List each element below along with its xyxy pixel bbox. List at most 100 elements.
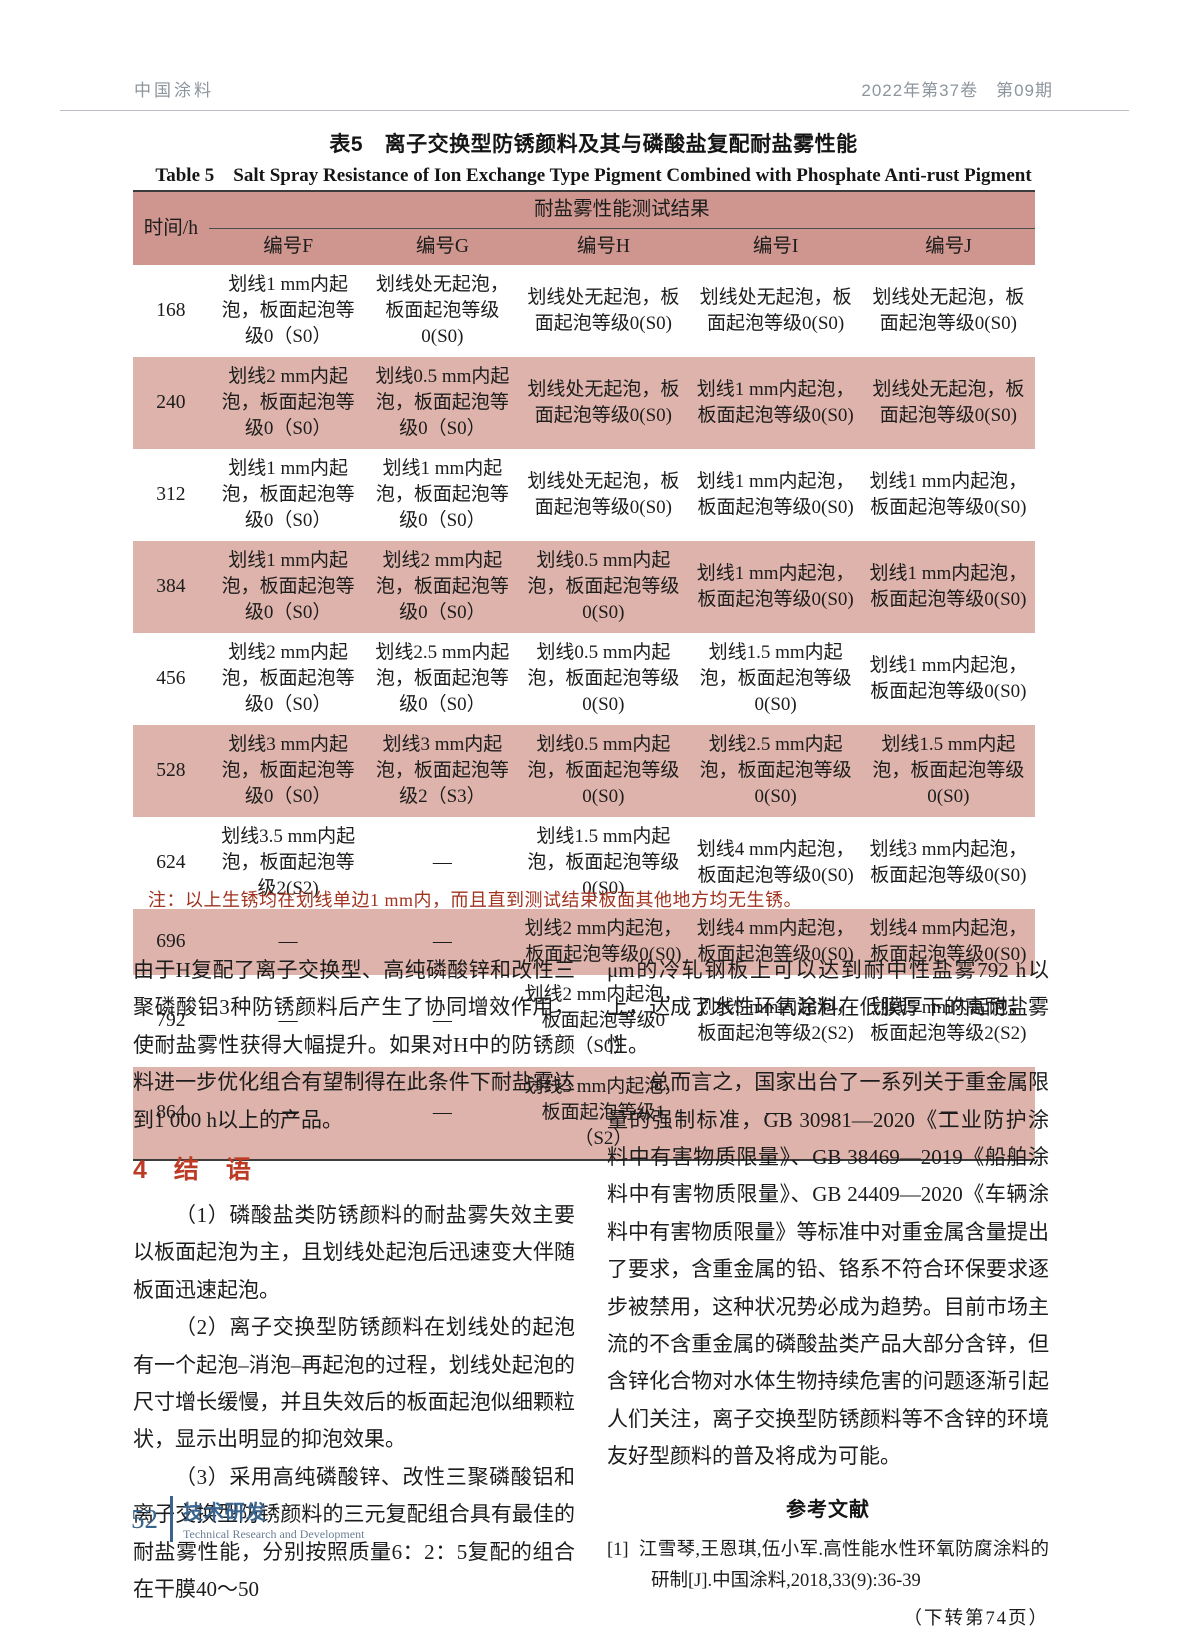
page-number: 52 bbox=[131, 1503, 158, 1534]
column-header-H: 编号H bbox=[517, 228, 690, 265]
paragraph: （2）离子交换型防锈颜料在划线处的起泡有一个起泡–消泡–再起泡的过程，划线处起泡… bbox=[133, 1315, 575, 1452]
result-cell: 划线2 mm内起泡，板面起泡等级0（S0） bbox=[208, 357, 368, 449]
result-cell: 划线4 mm内起泡，板面起泡等级0(S0) bbox=[689, 909, 862, 975]
time-cell: 168 bbox=[133, 265, 209, 357]
result-cell: 划线1 mm内起泡，板面起泡等级0（S0） bbox=[367, 449, 518, 541]
result-cell: 划线处无起泡，板面起泡等级0(S0) bbox=[861, 357, 1035, 449]
result-cell: 划线处无起泡，板面起泡等级0(S0) bbox=[517, 357, 690, 449]
result-cell: 划线2 mm内起泡，板面起泡等级0(S0) bbox=[517, 909, 690, 975]
salt-spray-table-body: 168 划线1 mm内起泡，板面起泡等级0（S0） 划线处无起泡，板面起泡等级0(S… bbox=[133, 265, 1035, 1160]
column-header-I: 编号I bbox=[689, 228, 862, 265]
table-row: 240 划线2 mm内起泡，板面起泡等级0（S0） 划线0.5 mm内起泡，板面起泡… bbox=[133, 357, 1035, 449]
footer-section: 技术研发 Technical Research and Development bbox=[173, 1496, 364, 1542]
reference-item: [1] 江雪琴,王恩琪,伍小军.高性能水性环氧防腐涂料的研制[J].中国涂料,20… bbox=[607, 1535, 1049, 1597]
time-cell: 864 bbox=[133, 1067, 209, 1160]
reference-marker: [1] bbox=[607, 1540, 629, 1561]
footer-section-zh: 技术研发 bbox=[183, 1502, 267, 1524]
running-head: 中国涂料 2022年第37卷 第09期 bbox=[60, 76, 1129, 111]
result-cell: — bbox=[208, 975, 368, 1067]
table-head: 时间/h 耐盐雾性能测试结果 编号F 编号G 编号H 编号I 编号J bbox=[133, 191, 1035, 265]
column-header-G: 编号G bbox=[367, 228, 518, 265]
paragraph: （1）磷酸盐类防锈颜料的耐盐雾失效主要以板面起泡为主，且划线处起泡后迅速变大伴随… bbox=[133, 1203, 575, 1302]
result-cell: 划线3 mm内起泡，板面起泡等级1（S2） bbox=[517, 1067, 690, 1160]
result-cell: 划线处无起泡，板面起泡等级0(S0) bbox=[517, 449, 690, 541]
reference-text: 江雪琴,王恩琪,伍小军.高性能水性环氧防腐涂料的研制[J].中国涂料,2018,… bbox=[638, 1540, 1049, 1592]
salt-spray-table: 时间/h 耐盐雾性能测试结果 编号F 编号G 编号H 编号I 编号J 168 划线… bbox=[133, 190, 1035, 1161]
table-row: 312 划线1 mm内起泡，板面起泡等级0（S0） 划线1 mm内起泡，板面起泡等级… bbox=[133, 449, 1035, 541]
result-cell: 划线5 mm内起泡，板面起泡等级2(S2) bbox=[689, 975, 862, 1067]
paragraph: 总而言之，国家出台了一系列关于重金属限量的强制标准，GB 30981—2020《… bbox=[607, 1070, 1049, 1469]
paragraph: μm的冷轧钢板上可以达到耐中性盐雾792 h以上，达成了水性环氧涂料在低膜厚下的… bbox=[607, 958, 1049, 1057]
journal-name: 中国涂料 bbox=[134, 81, 214, 100]
continued-on-page-note: （下转第74页） bbox=[903, 1609, 1049, 1630]
column-header-J: 编号J bbox=[861, 228, 1035, 265]
salt-spray-table-wrap: 时间/h 耐盐雾性能测试结果 编号F 编号G 编号H 编号I 编号J 168 划线… bbox=[133, 190, 1035, 1161]
result-cell: 划线3 mm内起泡，板面起泡等级0（S0） bbox=[208, 725, 368, 817]
result-cell: 划线4 mm内起泡，板面起泡等级0(S0) bbox=[689, 817, 862, 909]
result-cell: 划线3.5 mm内起泡，板面起泡等级2(S2) bbox=[208, 817, 368, 909]
time-cell: 696 bbox=[133, 909, 209, 975]
time-cell: 528 bbox=[133, 725, 209, 817]
result-cell: — bbox=[208, 1067, 368, 1160]
table-title-en: Table 5 Salt Spray Resistance of Ion Exc… bbox=[155, 165, 1032, 186]
footer-divider-bar bbox=[170, 1496, 173, 1542]
time-cell: 240 bbox=[133, 357, 209, 449]
time-cell: 312 bbox=[133, 449, 209, 541]
references-heading: 参考文献 bbox=[786, 1498, 870, 1521]
result-cell: — bbox=[861, 1067, 1035, 1160]
result-group-header: 耐盐雾性能测试结果 bbox=[208, 191, 1035, 229]
time-cell: 384 bbox=[133, 541, 209, 633]
result-cell: 划线1.5 mm内起泡，板面起泡等级0(S0) bbox=[517, 817, 690, 909]
time-cell: 456 bbox=[133, 633, 209, 725]
result-cell: 划线0.5 mm内起泡，板面起泡等级0(S0) bbox=[517, 541, 690, 633]
result-cell: 划线3 mm内起泡，板面起泡等级0(S0) bbox=[861, 817, 1035, 909]
table-row: 384 划线1 mm内起泡，板面起泡等级0（S0） 划线2 mm内起泡，板面起泡等级… bbox=[133, 541, 1035, 633]
result-cell: 划线1 mm内起泡，板面起泡等级0(S0) bbox=[861, 541, 1035, 633]
result-cell: 划线处无起泡，板面起泡等级0(S0) bbox=[367, 265, 518, 357]
table-row: 168 划线1 mm内起泡，板面起泡等级0（S0） 划线处无起泡，板面起泡等级0(S… bbox=[133, 265, 1035, 357]
right-column: μm的冷轧钢板上可以达到耐中性盐雾792 h以上，达成了水性环氧涂料在低膜厚下的… bbox=[607, 952, 1049, 1639]
table-title-zh: 表5 离子交换型防锈颜料及其与磷酸盐复配耐盐雾性能 bbox=[329, 133, 858, 156]
result-cell: 划线2.5 mm内起泡，板面起泡等级0(S0) bbox=[689, 725, 862, 817]
result-cell: 划线1 mm内起泡，板面起泡等级0(S0) bbox=[689, 449, 862, 541]
result-cell: — bbox=[689, 1067, 862, 1160]
result-cell: 划线0.5 mm内起泡，板面起泡等级0（S0） bbox=[367, 357, 518, 449]
result-cell: 划线1.5 mm内起泡，板面起泡等级0(S0) bbox=[689, 633, 862, 725]
result-cell: 划线5 mm内起泡，板面起泡等级2(S2) bbox=[861, 975, 1035, 1067]
issue-info: 2022年第37卷 第09期 bbox=[861, 81, 1053, 100]
time-cell: 792 bbox=[133, 975, 209, 1067]
result-cell: 划线1 mm内起泡，板面起泡等级0（S0） bbox=[208, 449, 368, 541]
result-cell: 划线处无起泡，板面起泡等级0(S0) bbox=[689, 265, 862, 357]
table-row: 528 划线3 mm内起泡，板面起泡等级0（S0） 划线3 mm内起泡，板面起泡等级… bbox=[133, 725, 1035, 817]
result-cell: 划线3 mm内起泡，板面起泡等级2（S3） bbox=[367, 725, 518, 817]
result-cell: 划线4 mm内起泡，板面起泡等级0(S0) bbox=[861, 909, 1035, 975]
table-row: 456 划线2 mm内起泡，板面起泡等级0（S0） 划线2.5 mm内起泡，板面起泡… bbox=[133, 633, 1035, 725]
result-cell: 划线1 mm内起泡，板面起泡等级0(S0) bbox=[861, 449, 1035, 541]
paragraph: 由于H复配了离子交换型、高纯磷酸锌和改性三聚磷酸铝3种防锈颜料后产生了协同增效作… bbox=[133, 958, 575, 1132]
footer-section-en: Technical Research and Development bbox=[183, 1527, 365, 1541]
section-heading-conclusion: 4 结 语 bbox=[133, 1156, 252, 1185]
result-cell: 划线处无起泡，板面起泡等级0(S0) bbox=[517, 265, 690, 357]
result-cell: 划线2.5 mm内起泡，板面起泡等级0（S0） bbox=[367, 633, 518, 725]
paragraph: （3）采用高纯磷酸锌、改性三聚磷酸铝和离子交换型防锈颜料的三元复配组合具有最佳的… bbox=[133, 1464, 575, 1602]
column-header-F: 编号F bbox=[208, 228, 368, 265]
result-cell: — bbox=[367, 975, 518, 1067]
page-footer: 52 技术研发 Technical Research and Developme… bbox=[131, 1496, 364, 1542]
result-cell: — bbox=[367, 1067, 518, 1160]
table-row: 792— — 划线2 mm内起泡，板面起泡等级0（S0） 划线5 mm内起泡，板面起泡… bbox=[133, 975, 1035, 1067]
result-cell: 划线1 mm内起泡，板面起泡等级0(S0) bbox=[689, 357, 862, 449]
table-note: 注：以上生锈均在划线单边1 mm内，而且直到测试结束板面其他地方均无生锈。 bbox=[148, 890, 802, 910]
result-cell: — bbox=[208, 909, 368, 975]
result-cell: 划线1.5 mm内起泡，板面起泡等级0(S0) bbox=[861, 725, 1035, 817]
result-cell: 划线1 mm内起泡，板面起泡等级0（S0） bbox=[208, 541, 368, 633]
result-cell: 划线处无起泡，板面起泡等级0(S0) bbox=[861, 265, 1035, 357]
result-cell: 划线0.5 mm内起泡，板面起泡等级0(S0) bbox=[517, 633, 690, 725]
table-row: 696— — 划线2 mm内起泡，板面起泡等级0(S0) 划线4 mm内起泡，板面起泡… bbox=[133, 909, 1035, 975]
result-cell: 划线2 mm内起泡，板面起泡等级0（S0） bbox=[208, 633, 368, 725]
left-column: 由于H复配了离子交换型、高纯磷酸锌和改性三聚磷酸铝3种防锈颜料后产生了协同增效作… bbox=[133, 952, 575, 1639]
paper-page: 中国涂料 2022年第37卷 第09期 表5 离子交换型防锈颜料及其与磷酸盐复配… bbox=[60, 76, 1129, 1629]
result-cell: — bbox=[367, 909, 518, 975]
table-row: 864— — 划线3 mm内起泡，板面起泡等级1（S2） — — bbox=[133, 1067, 1035, 1160]
result-cell: 划线1 mm内起泡，板面起泡等级0(S0) bbox=[689, 541, 862, 633]
result-cell: 划线1 mm内起泡，板面起泡等级0(S0) bbox=[861, 633, 1035, 725]
